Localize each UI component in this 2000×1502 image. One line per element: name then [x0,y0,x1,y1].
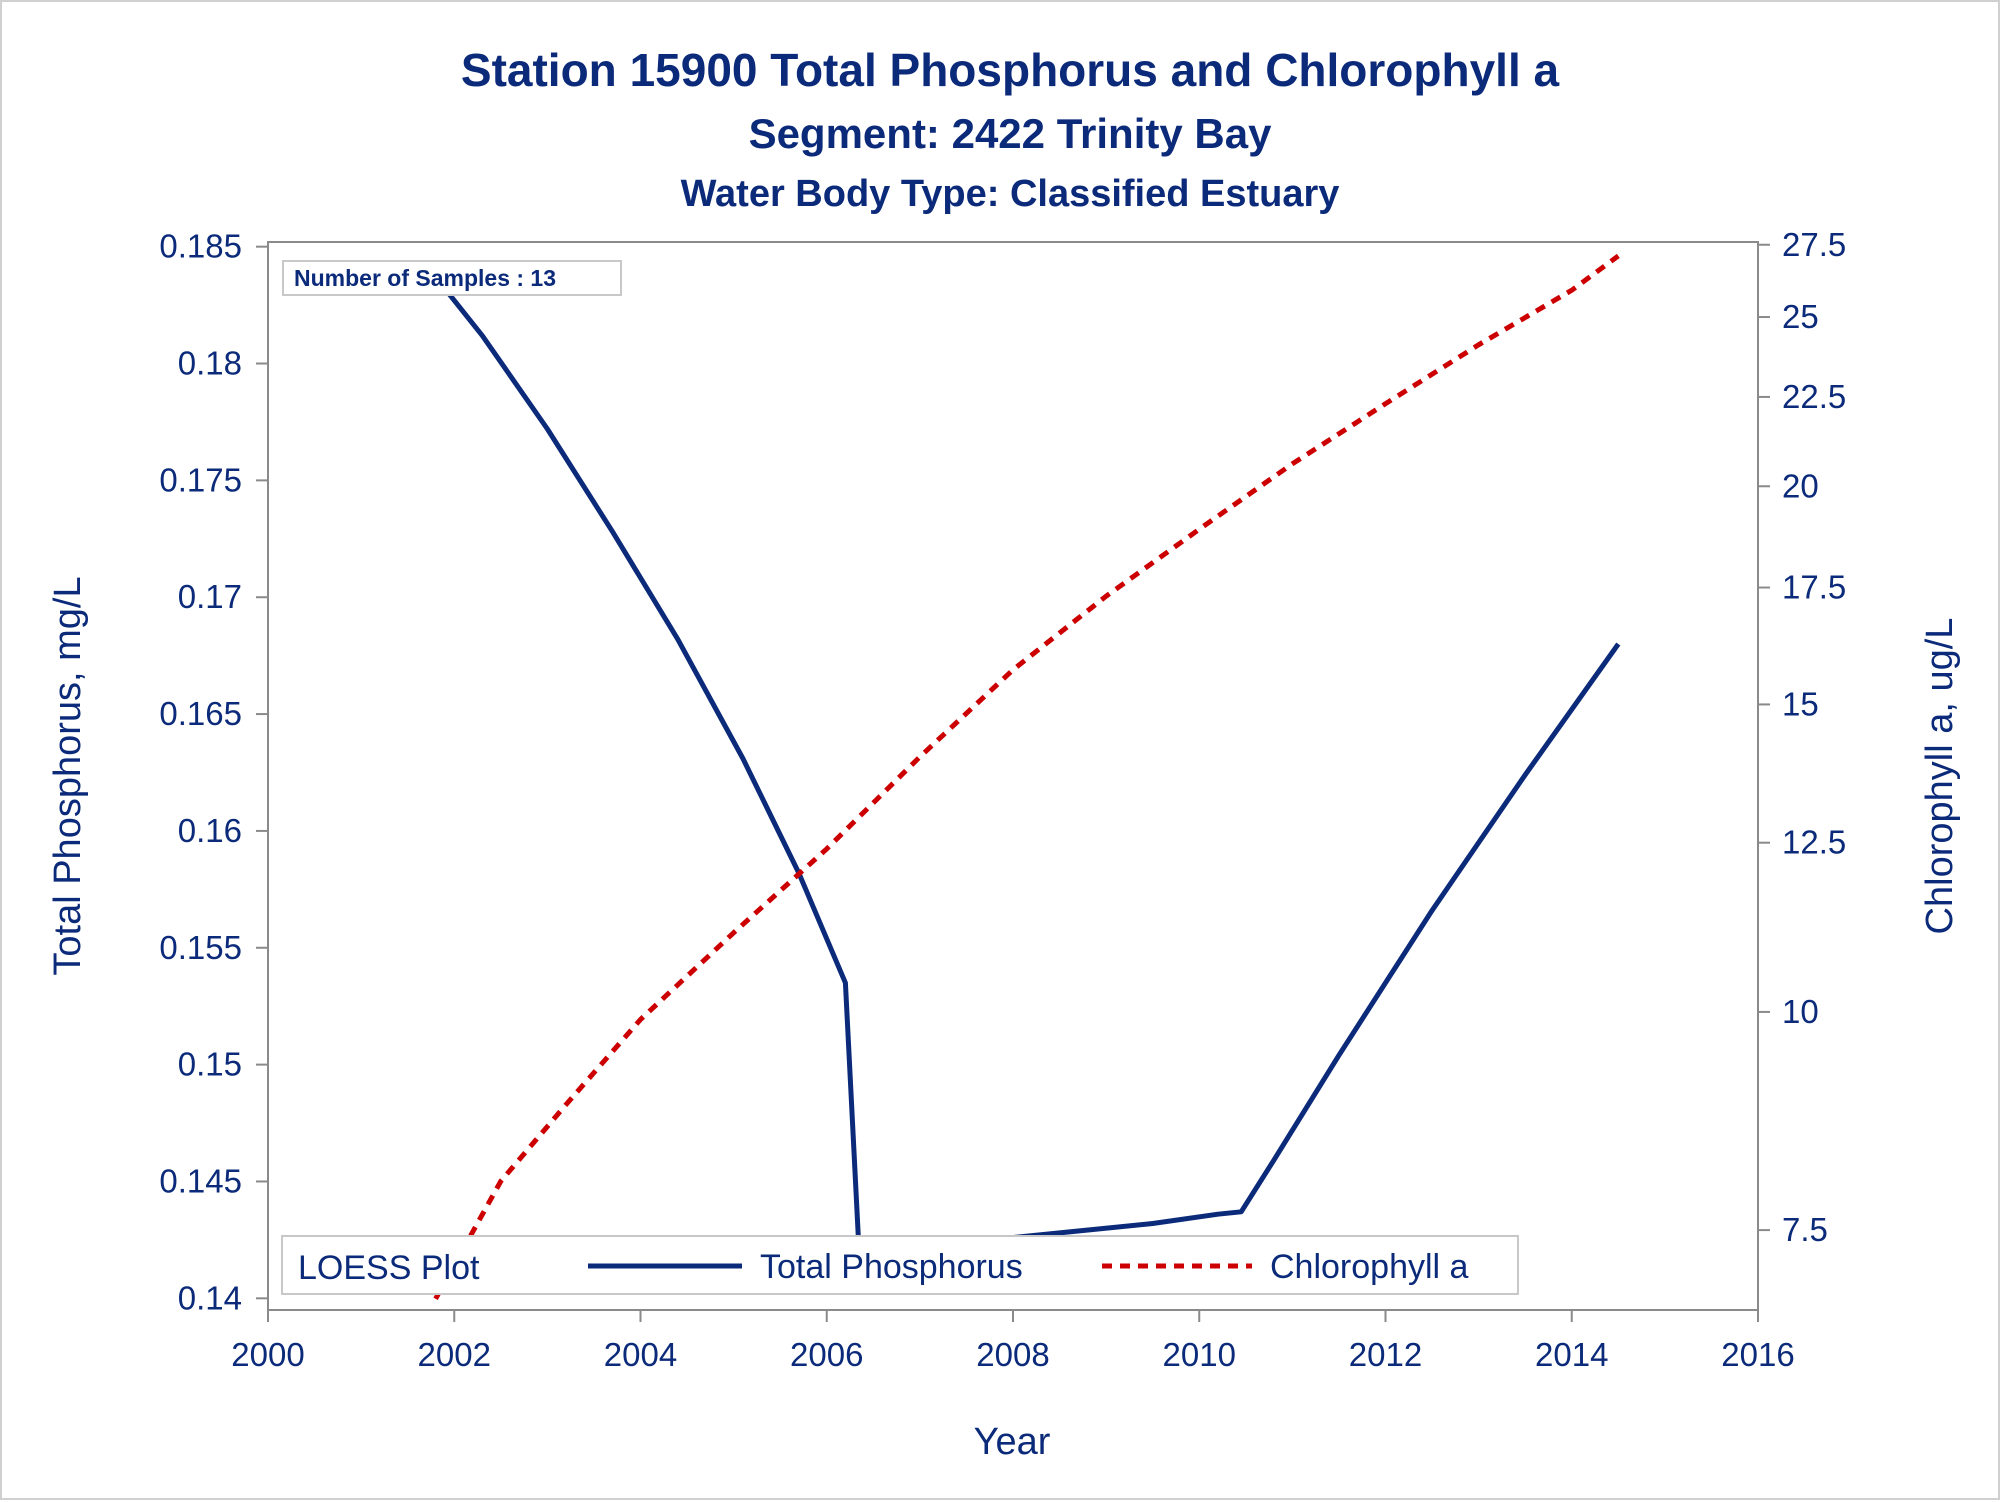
x-tick-label: 2012 [1349,1336,1422,1373]
y2-tick-label: 27.5 [1782,226,1846,263]
y-tick-label: 0.17 [178,578,242,615]
y-axis-left-label: Total Phosphorus, mg/L [47,576,89,975]
y2-tick-label: 12.5 [1782,824,1846,861]
y-axis-right-label: Chlorophyll a, ug/L [1919,618,1961,935]
chart-subtitle: Segment: 2422 Trinity Bay [749,110,1273,157]
legend-label-total-phosphorus: Total Phosphorus [760,1248,1023,1286]
y-tick-label: 0.15 [178,1046,242,1083]
legend-title: LOESS Plot [298,1249,480,1287]
x-tick-label: 2010 [1163,1336,1236,1373]
y-tick-label: 0.145 [159,1162,242,1199]
y2-axis-ticks: 7.5 10 12.5 15 17.5 20 22.5 25 27.5 [1758,226,1846,1248]
x-tick-label: 2016 [1721,1336,1794,1373]
x-tick-label: 2006 [790,1336,863,1373]
y2-tick-label: 7.5 [1782,1211,1828,1248]
y2-tick-label: 15 [1782,685,1819,722]
legend-label-chlorophyll-a: Chlorophyll a [1270,1248,1469,1286]
y2-tick-label: 25 [1782,298,1819,335]
y2-tick-label: 10 [1782,993,1819,1030]
chart-subtitle-2: Water Body Type: Classified Estuary [681,173,1340,215]
y-tick-label: 0.16 [178,812,242,849]
x-tick-label: 2014 [1535,1336,1608,1373]
y2-tick-label: 22.5 [1782,378,1846,415]
x-tick-label: 2008 [976,1336,1049,1373]
x-axis-ticks: 2000 2002 2004 2006 2008 2010 2012 2014 2016 [231,1310,1795,1373]
x-tick-label: 2000 [231,1336,304,1373]
x-tick-label: 2004 [604,1336,677,1373]
plot-area [267,241,1759,1311]
legend-box [281,1235,1519,1295]
y-tick-label: 0.18 [178,345,242,382]
legend: LOESS Plot Total Phosphorus Chlorophyll … [281,1235,1519,1295]
sample-count-box [282,260,622,296]
chart-title: Station 15900 Total Phosphorus and Chlor… [461,44,1560,96]
x-tick-label: 2002 [418,1336,491,1373]
y2-tick-label: 20 [1782,467,1819,504]
y-axis-ticks: 0.14 0.145 0.15 0.155 0.16 0.165 0.17 0.175 0.18… [159,228,268,1316]
x-axis-label: Year [974,1421,1051,1463]
series-chlorophyll-a-line [433,253,1620,1301]
y-tick-label: 0.165 [159,695,242,732]
y-tick-label: 0.175 [159,461,242,498]
y-tick-label: 0.14 [178,1279,242,1316]
sample-count-text: Number of Samples : 13 [294,265,556,291]
y-tick-label: 0.185 [159,228,242,265]
y-tick-label: 0.155 [159,929,242,966]
y2-tick-label: 17.5 [1782,569,1846,606]
